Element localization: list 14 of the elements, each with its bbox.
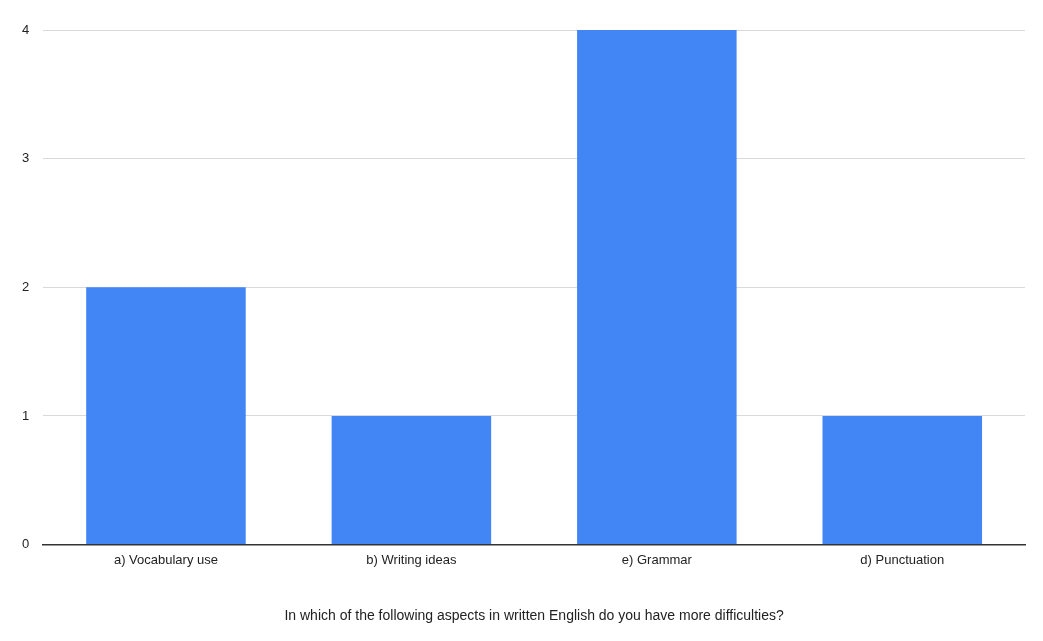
- y-tick-label: 2: [22, 278, 30, 294]
- y-tick-label: 0: [22, 536, 30, 552]
- bar: [577, 30, 737, 545]
- y-tick-label: 1: [22, 407, 30, 423]
- bar: [822, 415, 983, 545]
- x-tick-label: d) Punctuation: [860, 551, 945, 567]
- x-tick-label: b) Writing ideas: [366, 551, 457, 567]
- x-tick-label: a) Vocabulary use: [113, 551, 218, 567]
- y-tick-label: 3: [22, 150, 30, 166]
- bar: [331, 415, 492, 545]
- y-tick-label: 4: [22, 21, 30, 37]
- x-axis-title: In which of the following aspects in written English do you have more difficulties?: [284, 607, 784, 624]
- x-tick-label: e) Grammar: [621, 551, 693, 567]
- bar: [86, 287, 246, 545]
